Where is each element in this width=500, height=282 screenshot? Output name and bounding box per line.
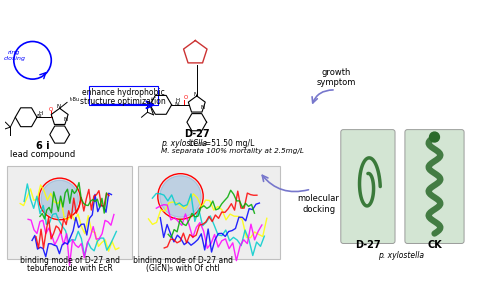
FancyBboxPatch shape — [341, 130, 395, 243]
Text: M. separata 100% mortality at 2.5mg/L: M. separata 100% mortality at 2.5mg/L — [161, 148, 304, 154]
Text: CK: CK — [427, 241, 442, 250]
Text: N: N — [174, 102, 179, 107]
FancyBboxPatch shape — [90, 86, 158, 105]
Circle shape — [430, 132, 440, 142]
Text: (GlcN)₅ with Of chtI: (GlcN)₅ with Of chtI — [146, 264, 220, 273]
Text: molecular
docking: molecular docking — [298, 194, 340, 213]
Text: t-Bu: t-Bu — [70, 97, 80, 102]
Text: growth
symptom: growth symptom — [316, 68, 356, 87]
Text: O: O — [48, 107, 53, 112]
Text: N: N — [56, 104, 60, 109]
Text: lead compound: lead compound — [10, 150, 75, 159]
Text: H: H — [176, 98, 180, 103]
Text: tebufenozide with EcR: tebufenozide with EcR — [26, 264, 112, 273]
FancyBboxPatch shape — [405, 130, 464, 243]
Text: 6 i: 6 i — [36, 141, 49, 151]
Text: D-27: D-27 — [355, 241, 380, 250]
Text: O: O — [184, 95, 188, 100]
Text: p. xylostella: p. xylostella — [378, 251, 424, 260]
Text: N: N — [200, 105, 204, 110]
Text: N: N — [193, 92, 198, 97]
Text: H: H — [39, 111, 43, 116]
Circle shape — [41, 180, 78, 218]
Text: binding mode of D-27 and: binding mode of D-27 and — [20, 256, 119, 265]
Text: binding mode of D-27 and: binding mode of D-27 and — [133, 256, 233, 265]
Text: LC₅₀=51.50 mg/L: LC₅₀=51.50 mg/L — [189, 139, 254, 148]
Circle shape — [160, 176, 201, 217]
Text: ring
closing: ring closing — [4, 50, 26, 61]
Text: structure optimization: structure optimization — [80, 97, 166, 106]
Text: D-27: D-27 — [184, 129, 210, 139]
Text: N: N — [64, 117, 68, 122]
FancyBboxPatch shape — [138, 166, 280, 259]
Text: p. xylostella: p. xylostella — [161, 139, 207, 148]
Text: N: N — [36, 114, 42, 119]
FancyBboxPatch shape — [7, 166, 132, 259]
Text: enhance hydrophobic: enhance hydrophobic — [82, 88, 164, 97]
